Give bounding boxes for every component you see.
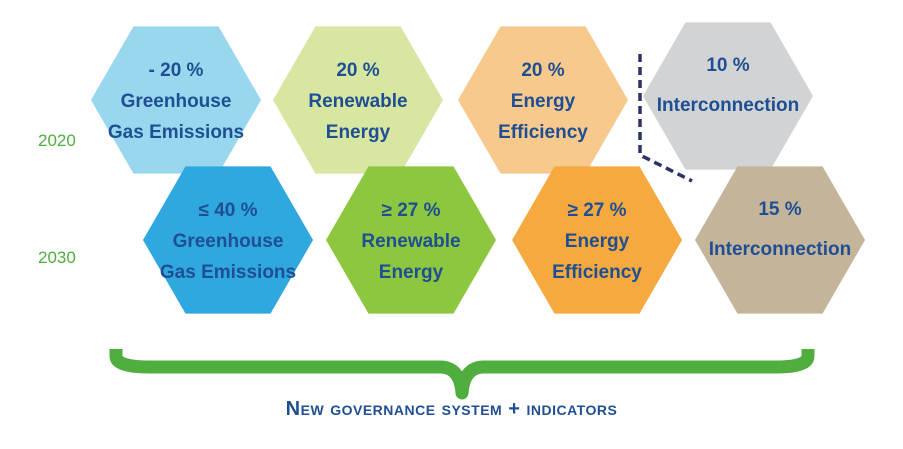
hexagon-ghg-2030: ≤ 40 % Greenhouse Gas Emissions xyxy=(143,166,313,314)
hexagon-label-line: Interconnection xyxy=(709,239,852,260)
hexagon-label-line: Energy xyxy=(326,122,391,143)
hexagon-interconnection-2020: 10 % Interconnection xyxy=(643,22,813,170)
hexagon-label-line: Gas Emissions xyxy=(108,122,244,143)
hexagon-shape xyxy=(326,166,496,314)
hexagon-shape xyxy=(91,26,261,174)
hexagon-renewable-2020: 20 % Renewable Energy xyxy=(273,26,443,174)
hexagon-target-value: ≤ 40 % xyxy=(198,200,257,221)
hexagon-label-line: Gas Emissions xyxy=(160,262,296,283)
hexagon-label-line: Efficiency xyxy=(552,262,642,283)
hexagon-label-line: Efficiency xyxy=(498,122,588,143)
hexagon-target-value: ≥ 27 % xyxy=(381,200,440,221)
hexagon-target-value: 20 % xyxy=(521,60,564,81)
hexagon-target-value: 15 % xyxy=(758,199,801,220)
hexagon-label-line: Energy xyxy=(565,231,630,252)
year-label-2020: 2020 xyxy=(38,131,76,150)
governance-caption: New governance system + indicators xyxy=(285,398,618,420)
hexagon-label-line: Energy xyxy=(511,91,576,112)
hexagon-label-line: Renewable xyxy=(308,91,407,112)
hexagon-target-value: 20 % xyxy=(336,60,379,81)
year-label-2030: 2030 xyxy=(38,248,76,267)
hexagon-interconnection-2030: 15 % Interconnection xyxy=(695,166,865,314)
hexagon-target-value: ≥ 27 % xyxy=(567,200,626,221)
hexagon-label-line: Energy xyxy=(379,262,444,283)
hexagon-label-line: Renewable xyxy=(361,231,460,252)
hexagon-label-line: Interconnection xyxy=(657,95,800,116)
hexagon-ghg-2020: - 20 % Greenhouse Gas Emissions xyxy=(91,26,261,174)
hexagon-shape xyxy=(512,166,682,314)
hexagon-label-line: Greenhouse xyxy=(121,91,232,112)
hexagon-label-line: Greenhouse xyxy=(173,231,284,252)
hexagon-shape xyxy=(143,166,313,314)
hexagon-renewable-2030: ≥ 27 % Renewable Energy xyxy=(326,166,496,314)
curly-brace xyxy=(109,349,815,400)
hexagon-target-value: - 20 % xyxy=(149,60,204,81)
hexagon-shape xyxy=(273,26,443,174)
hexagon-shape xyxy=(695,166,865,314)
hexagon-shape xyxy=(458,26,628,174)
divider-dashed-line xyxy=(638,54,693,183)
hexagon-target-value: 10 % xyxy=(706,55,749,76)
hexagon-shape xyxy=(643,22,813,170)
hexagon-efficiency-2020: 20 % Energy Efficiency xyxy=(458,26,628,174)
hexagon-efficiency-2030: ≥ 27 % Energy Efficiency xyxy=(512,166,682,314)
